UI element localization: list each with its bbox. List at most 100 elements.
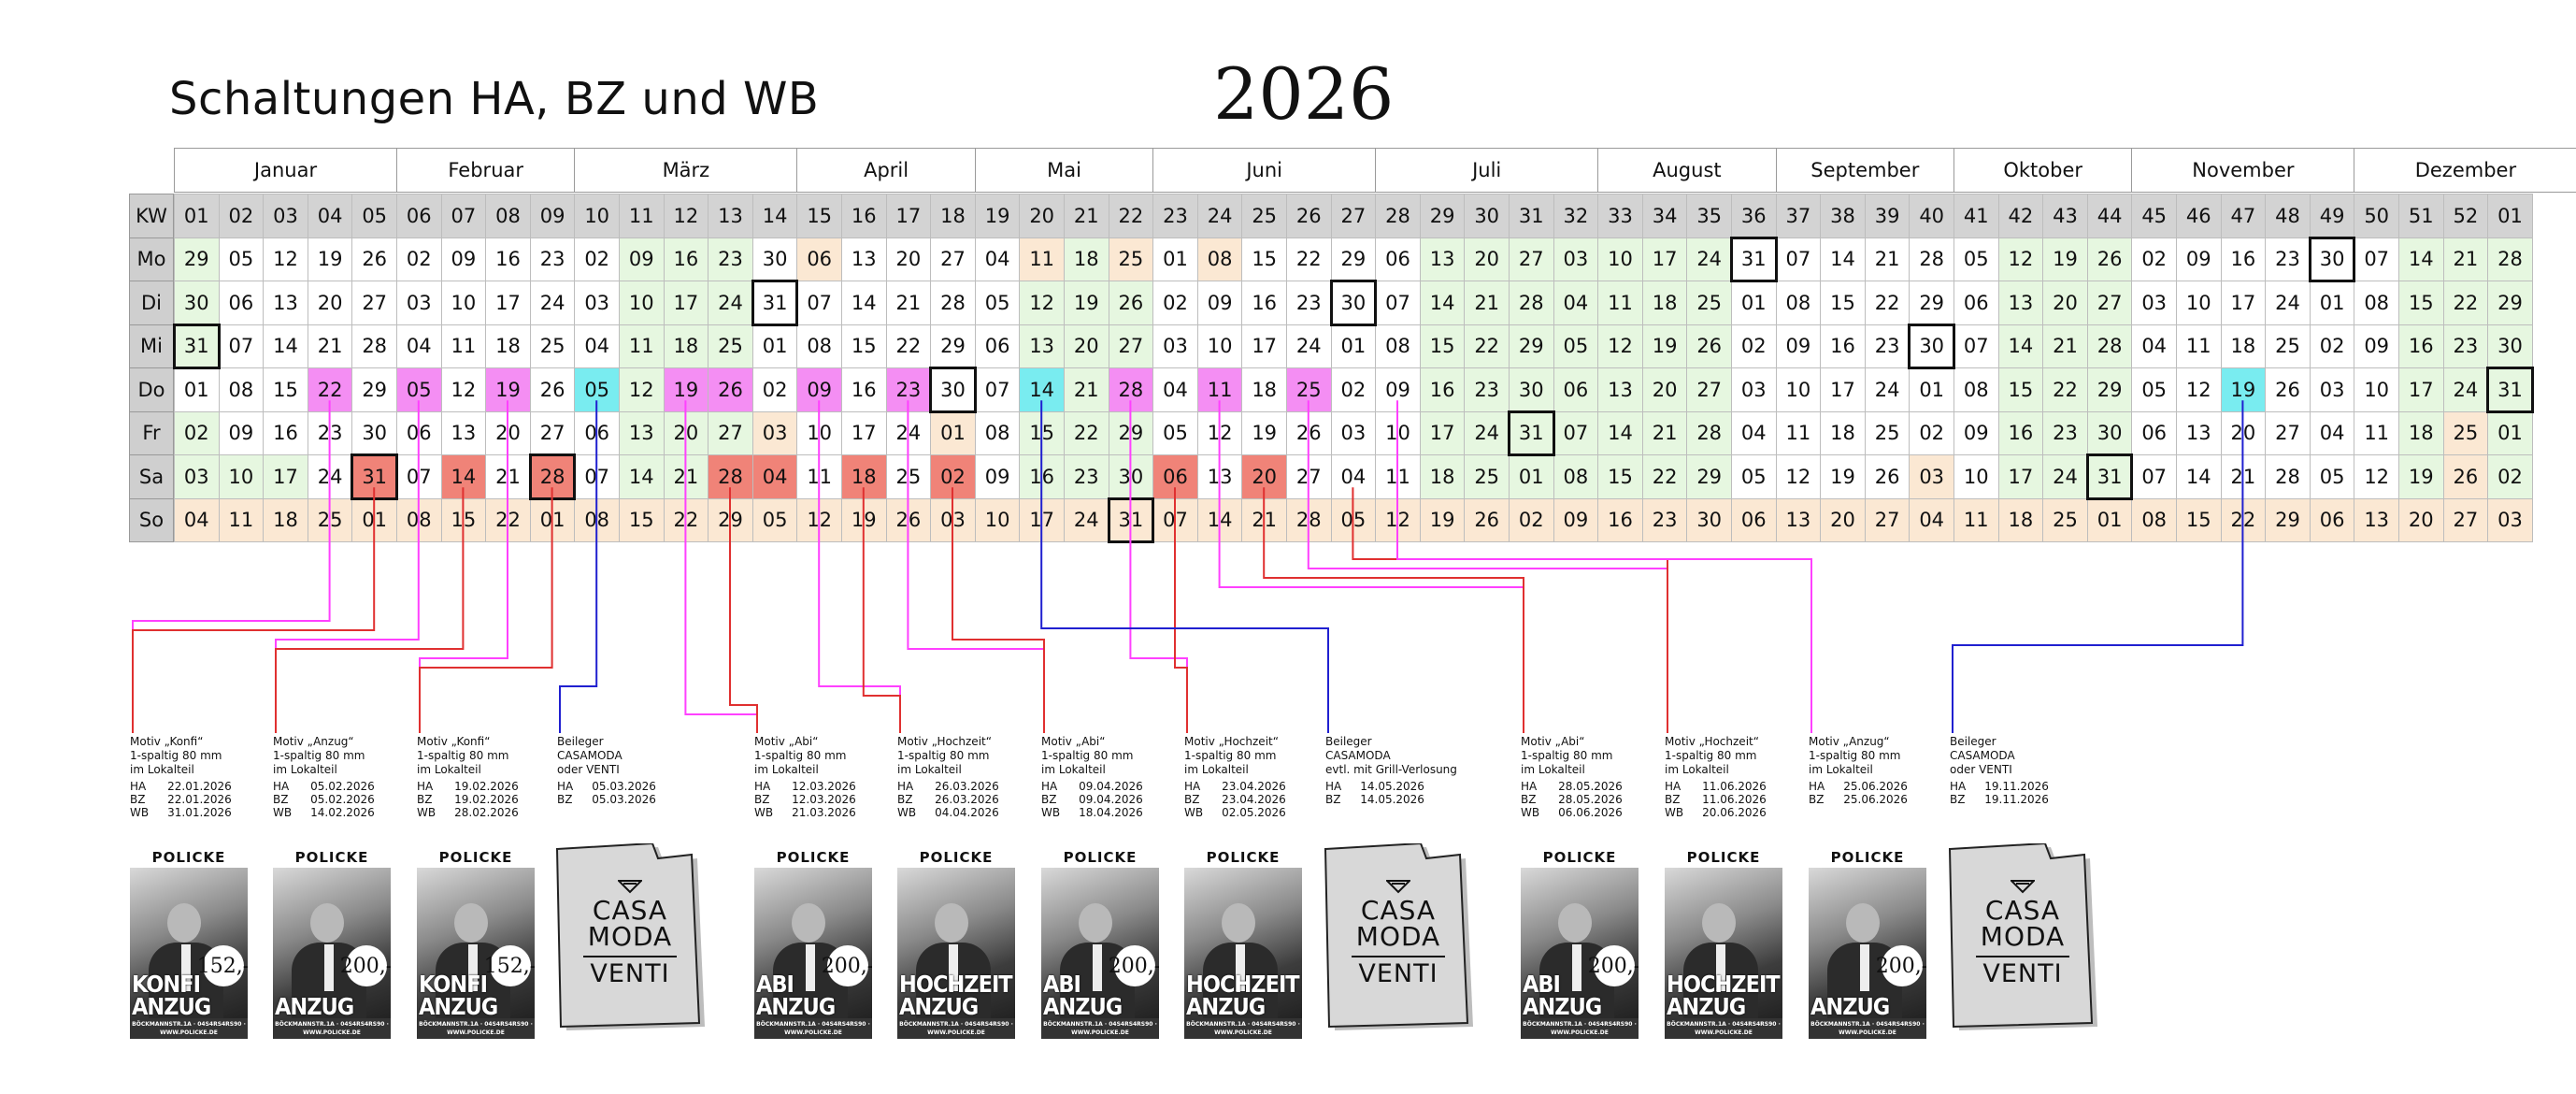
- day-cell: 11: [619, 324, 665, 368]
- ad-description-line: Motiv „Abi“: [1521, 735, 1585, 748]
- paper-code: BZ: [1184, 793, 1200, 806]
- week-number: 50: [2354, 194, 2399, 238]
- day-cell: 20: [2398, 497, 2444, 542]
- day-cell: 14: [2176, 454, 2222, 499]
- flyer-headline: ANZUG: [1810, 993, 1890, 1020]
- day-cell: 07: [1375, 281, 1421, 325]
- day-cell: 30: [1509, 367, 1554, 412]
- day-cell: 12: [1997, 237, 2044, 281]
- row-label-sa: Sa: [129, 454, 174, 499]
- day-cell: 21: [2442, 237, 2489, 281]
- month-header-januar: Januar: [174, 148, 397, 193]
- ad-description-line: 1-spaltig 80 mm: [1041, 749, 1134, 762]
- ad-description-line: Motiv „Hochzeit“: [1184, 735, 1279, 748]
- day-cell: 09: [2354, 324, 2399, 368]
- ad-description-line: Motiv „Hochzeit“: [897, 735, 992, 748]
- paper-code: BZ: [1041, 793, 1057, 806]
- day-cell: 10: [218, 454, 265, 499]
- ad-dates-table: HA 11.06.2026 BZ 11.06.2026 WB 20.06.2026: [1665, 780, 1785, 819]
- ad-annotation: Motiv „Hochzeit“ 1-spaltig 80 mm im Lokalt…: [897, 735, 1018, 819]
- day-cell: 11: [218, 497, 265, 542]
- ad-description-line: 1-spaltig 80 mm: [1665, 749, 1757, 762]
- day-cell: 26: [2086, 237, 2133, 281]
- week-number: 01: [2487, 194, 2533, 238]
- week-number: 10: [574, 194, 620, 238]
- day-cell: 19: [663, 367, 709, 412]
- day-cell: 08: [796, 324, 842, 368]
- moda-word: MODA: [1355, 921, 1441, 952]
- ad-description-line: Motiv „Konfi“: [417, 735, 491, 748]
- ad-description-line: CASAMODA: [1325, 749, 1391, 762]
- flyer-price: 152,-: [484, 945, 535, 986]
- publish-date: 22.01.2026: [167, 793, 232, 806]
- week-number: 17: [885, 194, 932, 238]
- publish-date: 11.06.2026: [1702, 793, 1767, 806]
- day-cell: 25: [1464, 454, 1510, 499]
- day-cell: 08: [1953, 367, 1999, 412]
- week-number: 44: [2086, 194, 2133, 238]
- paper-code: BZ: [1325, 793, 1341, 806]
- ad-dates-table: HA 14.05.2026 BZ 14.05.2026: [1325, 780, 1443, 806]
- day-cell: 30: [2487, 324, 2533, 368]
- day-cell: 03: [2131, 281, 2177, 325]
- week-number: 09: [529, 194, 576, 238]
- publish-date: 25.06.2026: [1843, 780, 1908, 793]
- day-cell: 02: [1731, 324, 1777, 368]
- connector-line: [1263, 487, 1524, 733]
- publish-date: 14.02.2026: [310, 806, 375, 819]
- day-cell: 08: [1553, 454, 1599, 499]
- flyer-brand: POLICKE: [1184, 847, 1302, 868]
- ad-description-line: im Lokalteil: [417, 763, 481, 776]
- day-cell: 08: [1375, 324, 1421, 368]
- ad-annotation: Motiv „Abi“ 1-spaltig 80 mm im Lokalteil HA…: [1041, 735, 1162, 819]
- day-cell: 26: [1464, 497, 1510, 542]
- flyer-headline: HOCHZEIT ANZUG: [1186, 971, 1300, 1020]
- day-cell: 26: [708, 367, 753, 412]
- week-number: 34: [1641, 194, 1688, 238]
- connector-line: [132, 487, 376, 733]
- ad-description-line: 1-spaltig 80 mm: [754, 749, 847, 762]
- day-cell: 26: [2442, 454, 2489, 499]
- day-cell: 09: [1196, 281, 1243, 325]
- day-cell: 16: [2220, 237, 2267, 281]
- day-cell: 01: [1152, 237, 1198, 281]
- day-cell: 02: [2131, 237, 2177, 281]
- ad-dates-table: HA 12.03.2026 BZ 12.03.2026 WB 21.03.2026: [754, 780, 875, 819]
- flyer-headline: HOCHZEIT ANZUG: [1667, 971, 1781, 1020]
- day-cell: 11: [1019, 237, 1065, 281]
- day-cell: 08: [974, 410, 1021, 455]
- paper-code: HA: [417, 780, 434, 793]
- day-cell: 28: [708, 454, 753, 499]
- paper-code: HA: [1325, 780, 1342, 793]
- day-cell: 07: [1775, 237, 1822, 281]
- day-cell: 08: [2131, 497, 2177, 542]
- day-cell: 21: [2042, 324, 2088, 368]
- connector-line: [1352, 487, 1668, 733]
- day-cell: 16: [1997, 410, 2044, 455]
- publish-date: 09.04.2026: [1079, 793, 1143, 806]
- paper-code: BZ: [1665, 793, 1681, 806]
- flyer-price: 152,-: [197, 945, 248, 986]
- day-cell: 07: [2131, 454, 2177, 499]
- day-cell: 25: [2265, 324, 2311, 368]
- week-number: 42: [1997, 194, 2044, 238]
- paper-code: BZ: [1521, 793, 1537, 806]
- day-cell: 28: [2086, 324, 2133, 368]
- day-cell: 18: [263, 497, 308, 542]
- day-cell: 22: [885, 324, 932, 368]
- day-cell: 01: [1909, 367, 1954, 412]
- publish-date: 23.04.2026: [1222, 793, 1286, 806]
- publish-date: 11.06.2026: [1702, 780, 1767, 793]
- day-cell: 16: [1820, 324, 1866, 368]
- connector-line: [952, 487, 1045, 733]
- paper-code: HA: [273, 780, 290, 793]
- flyer-price: 200,-: [340, 945, 391, 986]
- day-cell: 07: [974, 367, 1021, 412]
- day-cell: 03: [1152, 324, 1198, 368]
- paper-code: BZ: [1950, 793, 1966, 806]
- flyer-brand: POLICKE: [1809, 847, 1926, 868]
- ad-description-line: im Lokalteil: [1184, 763, 1249, 776]
- day-cell: 04: [1731, 410, 1777, 455]
- week-number: 45: [2131, 194, 2177, 238]
- venti-word: VENTI: [1976, 956, 2069, 987]
